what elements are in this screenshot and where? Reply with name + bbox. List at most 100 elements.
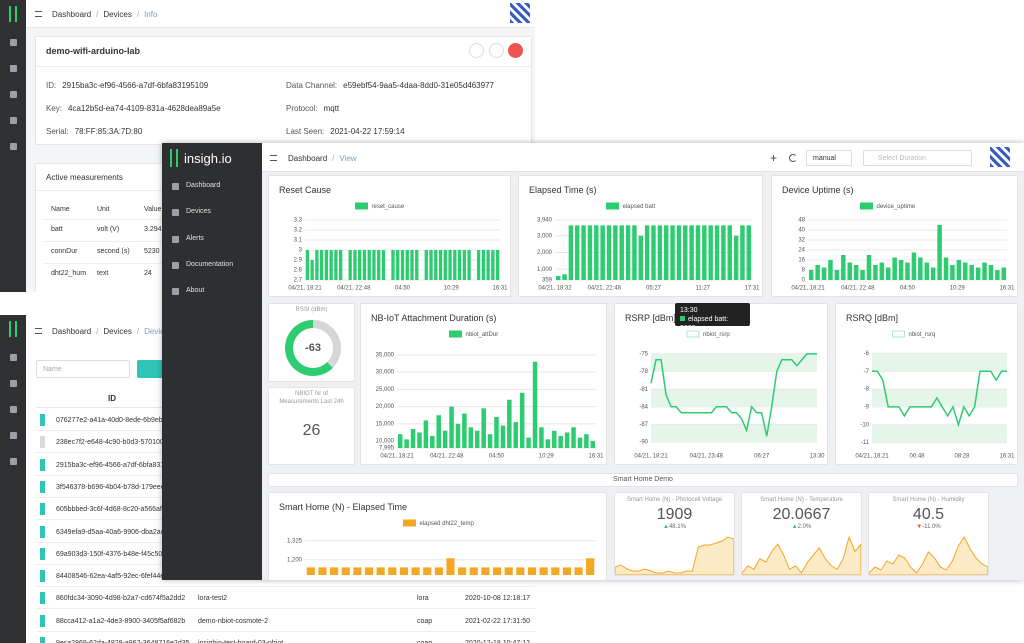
x-tick-label: 08:28 xyxy=(954,454,970,460)
cell[interactable]: 2915ba3c-ef96-4566-a7df-6bfa8319 xyxy=(56,461,169,469)
nav-icon[interactable] xyxy=(10,406,17,413)
chart-widget: Device Uptime (s) device_uptime 0 8 16 24 32 40… xyxy=(771,175,1018,297)
field-value: 78:FF:85:3A:7D:80 xyxy=(74,127,143,136)
cell: 24 xyxy=(144,270,152,277)
search-button[interactable] xyxy=(137,360,167,378)
cell: connDur xyxy=(51,248,78,255)
bar xyxy=(448,250,452,280)
search-input[interactable]: Name xyxy=(36,360,130,378)
cell[interactable]: 605bbbed-3c6f-4d68-8c20-a566afd xyxy=(56,506,166,514)
status-marker xyxy=(40,525,45,538)
bar xyxy=(417,432,422,448)
field-label: Serial: xyxy=(46,127,69,136)
bar xyxy=(937,225,942,280)
nav-icon[interactable] xyxy=(10,143,17,150)
bar xyxy=(513,422,519,448)
bar xyxy=(527,567,537,575)
menu-item[interactable]: Dashboard xyxy=(186,182,221,189)
breadcrumb-item[interactable]: Dashboard xyxy=(52,327,92,336)
bar xyxy=(847,262,852,280)
menu-item[interactable]: Documentation xyxy=(186,260,234,268)
column-header: ID xyxy=(108,394,116,403)
x-tick-label: 04/21, 18:21 xyxy=(380,454,414,460)
bar xyxy=(532,361,538,448)
menu-item[interactable]: Devices xyxy=(186,208,211,216)
breadcrumb-item[interactable]: Dashboard xyxy=(52,10,92,19)
bar xyxy=(564,432,570,448)
cell[interactable]: 9eca2869-62da-4828-a862-3648716e2d35 xyxy=(56,640,190,643)
cell[interactable]: 860fdc34-3090-4d98-b2a7-cd674f5a2dd2 xyxy=(56,595,186,603)
menu-toggle[interactable] xyxy=(35,11,42,17)
widget-title: Reset Cause xyxy=(279,185,332,195)
nav-icon[interactable] xyxy=(10,117,17,124)
y-tick-label: 35,000 xyxy=(376,352,395,358)
section-header: Smart Home Demo xyxy=(268,473,1018,487)
menu-item[interactable]: About xyxy=(186,287,205,295)
bar xyxy=(860,270,865,280)
breadcrumb-item[interactable]: Info xyxy=(132,10,158,19)
stat-title: Smart Home (N) - Photocell Voltage xyxy=(626,497,723,503)
cell[interactable]: 076277e2-a41a-40d0-8ede-6b9eb45 xyxy=(56,417,171,424)
y-tick-label: 7,995 xyxy=(379,446,395,452)
cell[interactable]: 88cca412-a1a2-4de3-8900-3405f5af682b xyxy=(56,617,186,625)
grid-band xyxy=(651,424,817,443)
avatar[interactable] xyxy=(990,147,1010,167)
mode-select[interactable]: manual xyxy=(806,150,852,166)
bar xyxy=(943,257,949,280)
refresh-button[interactable] xyxy=(789,154,797,162)
bar xyxy=(702,225,707,280)
menu-toggle[interactable] xyxy=(35,328,42,334)
bar xyxy=(746,225,752,280)
bar xyxy=(388,567,397,575)
field-value: e59ebf54-9aa5-4daa-8dd0-31e05d463977 xyxy=(343,81,494,90)
cell[interactable]: 3f546378-b696-4b04-b78d-179eec5 xyxy=(56,483,169,491)
bar xyxy=(828,260,833,280)
nav-icon[interactable] xyxy=(10,380,17,387)
add-button[interactable]: + xyxy=(770,151,778,165)
cell[interactable]: 6349efa9-d5aa-40a6-9906-dba2ac7 xyxy=(56,528,169,536)
menu-icon xyxy=(172,288,179,296)
bar xyxy=(969,265,974,280)
delete-button[interactable] xyxy=(508,43,523,58)
breadcrumb-item[interactable]: View xyxy=(327,154,356,163)
bar xyxy=(399,567,409,575)
nav-icon[interactable] xyxy=(10,432,17,439)
more-button[interactable] xyxy=(469,43,484,58)
bar xyxy=(500,425,506,448)
menu-item[interactable]: Alerts xyxy=(186,234,204,242)
legend-swatch xyxy=(403,519,416,527)
breadcrumb-item[interactable]: Devices xyxy=(91,10,132,19)
sparkline-area xyxy=(742,535,861,575)
cell[interactable]: 84408546-62ea-4af5-92ec-6fef44e xyxy=(56,573,165,581)
cell[interactable]: 69a903d3-150f-4376-b48e-f45c50e xyxy=(56,550,167,558)
nav-icon[interactable] xyxy=(10,458,17,465)
menu-toggle[interactable] xyxy=(270,155,277,161)
bar xyxy=(364,567,374,575)
x-tick-label: 04/21, 22:48 xyxy=(841,286,875,292)
breadcrumb-item[interactable]: Devices xyxy=(91,327,132,336)
bar xyxy=(1001,267,1007,280)
legend-label: nbiot_rsrp xyxy=(703,332,730,338)
avatar[interactable] xyxy=(510,3,530,23)
cell[interactable]: 238ec7f2-e648-4c90-b0d3-5701000 xyxy=(56,439,168,447)
logo-icon xyxy=(9,321,17,337)
bar xyxy=(519,392,525,448)
bar xyxy=(689,225,694,280)
nav-icon[interactable] xyxy=(10,91,17,98)
nav-icon[interactable] xyxy=(10,354,17,361)
duration-select[interactable]: Select Duration xyxy=(863,150,972,166)
bar xyxy=(930,267,936,280)
nav-icon[interactable] xyxy=(10,39,17,46)
bar xyxy=(318,567,327,575)
edit-button[interactable] xyxy=(489,43,504,58)
bar xyxy=(391,250,395,280)
tooltip-text: elapsed batt: 3620 xyxy=(680,315,745,333)
nav-icon[interactable] xyxy=(10,65,17,72)
status-marker xyxy=(40,614,45,627)
y-tick-label: 25,000 xyxy=(376,387,395,393)
chart-widget: Reset Cause reset_cause 2.7 2.8 2.9 3 3.1 3.2 3.… xyxy=(268,175,511,297)
breadcrumb-item[interactable]: Dashboard xyxy=(288,154,328,163)
y-tick-label: 32 xyxy=(798,238,805,244)
y-tick-label: 2,000 xyxy=(537,250,553,256)
legend-label: elapsed batt xyxy=(623,204,656,210)
